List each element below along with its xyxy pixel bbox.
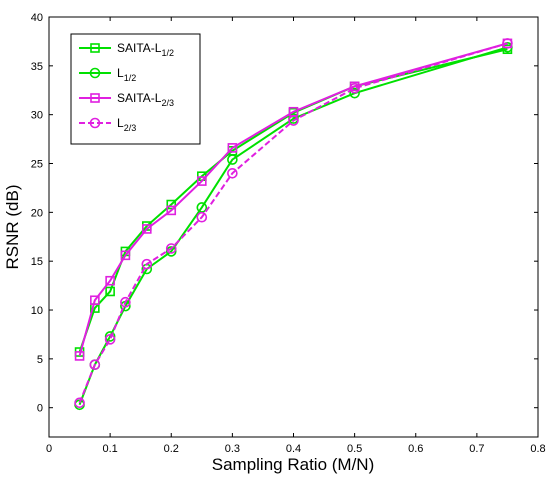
legend-label-subscript: 2/3 [161,98,174,108]
series-line [78,42,508,357]
data-point [105,275,115,286]
legend-label-subscript: 2/3 [124,123,137,133]
legend-entry: L1/2 [79,66,136,83]
data-point [89,359,101,371]
legend-label: SAITA-L2/3 [117,91,174,108]
legend-entry: SAITA-L2/3 [79,91,174,108]
data-point [197,176,207,186]
legend-label-main: L [117,66,124,80]
data-point [104,331,116,342]
data-point [90,295,100,306]
x-tick-label: 0.3 [225,443,240,455]
x-tick-label: 0.4 [286,443,301,455]
x-tick-label: 0.6 [408,443,423,455]
data-point [349,87,360,99]
data-point [166,199,177,210]
series-line [78,46,508,406]
legend-marker [90,43,100,53]
tick-layer: 0 0.1 0.2 0.3 0.4 0.5 0.6 0.7 0.8 0 5 10 15 20 25 30 35 4… [31,12,546,455]
data-point [349,83,360,94]
data-point [227,154,238,165]
y-tick-label: 5 [37,354,43,366]
data-point [120,296,131,308]
legend-entry: SAITA-L1/2 [79,41,174,58]
data-point [502,38,513,49]
x-tick-label: 0 [46,443,52,455]
series-4 [74,38,513,409]
data-point [141,258,153,270]
y-tick-label: 0 [37,403,43,415]
y-tick-label: 40 [31,12,43,24]
data-point [227,143,238,153]
data-point [104,334,116,345]
legend-marker [89,67,101,79]
data-point [166,205,177,216]
y-tick-label: 15 [31,256,43,268]
legend-label-main: SAITA-L [117,91,162,105]
y-tick-label: 20 [31,207,43,219]
legend-label: L1/2 [117,66,136,83]
x-tick-label: 0.7 [469,443,484,455]
data-point [196,211,208,223]
data-point [105,286,115,297]
legend-label-main: SAITA-L [117,41,162,55]
data-point [227,167,238,179]
legend-label-main: L [117,116,124,130]
data-point [74,397,85,409]
legend-entry: L2/3 [79,116,136,133]
x-tick-label: 0.5 [347,443,362,455]
data-point [165,246,177,257]
data-point [165,243,177,254]
y-tick-label: 10 [31,305,43,317]
x-axis-label: Sampling Ratio (M/N) [212,455,375,474]
series-layer [74,38,513,411]
y-tick-label: 30 [31,110,43,122]
y-axis-label: RSNR (dB) [3,184,22,269]
legend-label-subscript: 1/2 [161,48,174,58]
series-line [78,42,508,404]
y-tick-label: 25 [31,159,43,171]
data-point [142,224,152,234]
legend-label: L2/3 [117,116,136,133]
legend-marker [89,117,101,129]
data-point [288,115,299,126]
x-tick-label: 0.8 [530,443,545,455]
x-tick-label: 0.2 [164,443,179,455]
legend-label: SAITA-L1/2 [117,41,174,58]
series-3 [74,38,513,361]
x-tick-label: 0.1 [102,443,117,455]
legend-label-subscript: 1/2 [124,73,137,83]
y-tick-label: 35 [31,61,43,73]
data-point [120,250,131,261]
data-point [74,351,85,361]
legend-marker [90,93,100,103]
